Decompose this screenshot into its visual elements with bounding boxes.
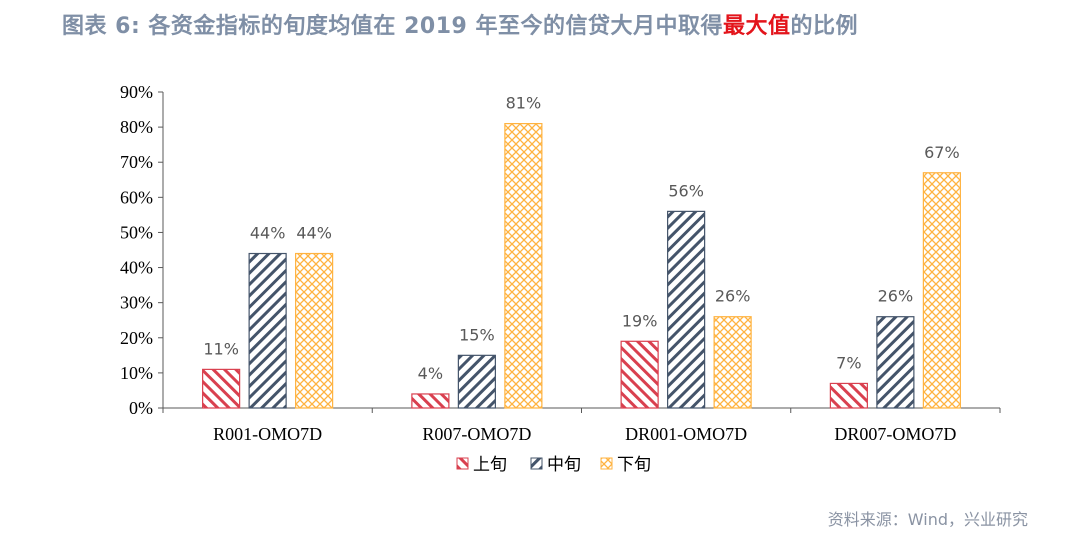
data-label: 19% xyxy=(622,311,658,330)
bar-上旬 xyxy=(411,393,450,409)
y-tick-label: 70% xyxy=(120,152,153,172)
title-highlight: 最大值 xyxy=(722,14,791,39)
data-label: 67% xyxy=(924,143,960,162)
y-tick-label: 40% xyxy=(120,258,153,278)
y-tick-label: 30% xyxy=(120,293,153,313)
bar-中旬 xyxy=(876,316,915,409)
y-tick-label: 60% xyxy=(120,187,153,207)
bar-下旬 xyxy=(922,172,961,409)
bar-上旬 xyxy=(620,340,659,409)
x-category-label: R007-OMO7D xyxy=(422,424,531,444)
data-label: 11% xyxy=(203,339,239,358)
x-category-label: DR007-OMO7D xyxy=(834,424,956,444)
x-category-label: R001-OMO7D xyxy=(213,424,322,444)
bar-中旬 xyxy=(457,354,496,409)
y-tick-label: 50% xyxy=(120,222,153,242)
y-tick-label: 80% xyxy=(120,117,153,137)
data-label: 4% xyxy=(418,364,443,383)
bar-下旬 xyxy=(713,316,752,409)
legend-swatch-上旬 xyxy=(456,457,469,470)
title-suffix: 的比例 xyxy=(790,14,859,39)
legend-swatch-下旬 xyxy=(600,457,613,470)
data-label: 26% xyxy=(878,287,914,306)
legend-label: 下旬 xyxy=(617,455,651,475)
data-label: 81% xyxy=(506,94,542,113)
bar-中旬 xyxy=(248,252,287,409)
x-category-label: DR001-OMO7D xyxy=(625,424,747,444)
y-tick-label: 10% xyxy=(120,363,153,383)
data-label: 56% xyxy=(668,181,704,200)
y-tick-label: 0% xyxy=(129,398,153,418)
y-tick-label: 90% xyxy=(120,82,153,102)
y-tick-label: 20% xyxy=(120,328,153,348)
legend-swatch-中旬 xyxy=(530,457,543,470)
bar-中旬 xyxy=(667,210,706,409)
bar-下旬 xyxy=(504,122,543,409)
title-text: 图表 6: 各资金指标的旬度均值在 2019 年至今的信贷大月中取得 xyxy=(62,14,723,39)
data-label: 44% xyxy=(250,224,286,243)
legend-label: 上旬 xyxy=(473,455,507,475)
bar-上旬 xyxy=(829,382,868,409)
data-label: 7% xyxy=(836,353,861,372)
data-label: 15% xyxy=(459,325,495,344)
data-label: 44% xyxy=(296,224,332,243)
source-note: 资料来源：Wind，兴业研究 xyxy=(827,510,1028,529)
bar-下旬 xyxy=(295,252,334,409)
bar-上旬 xyxy=(202,368,241,409)
chart-title: 图表 6: 各资金指标的旬度均值在 2019 年至今的信贷大月中取得最大值的比例 xyxy=(62,8,858,40)
data-label: 26% xyxy=(715,287,751,306)
legend-label: 中旬 xyxy=(547,455,581,475)
